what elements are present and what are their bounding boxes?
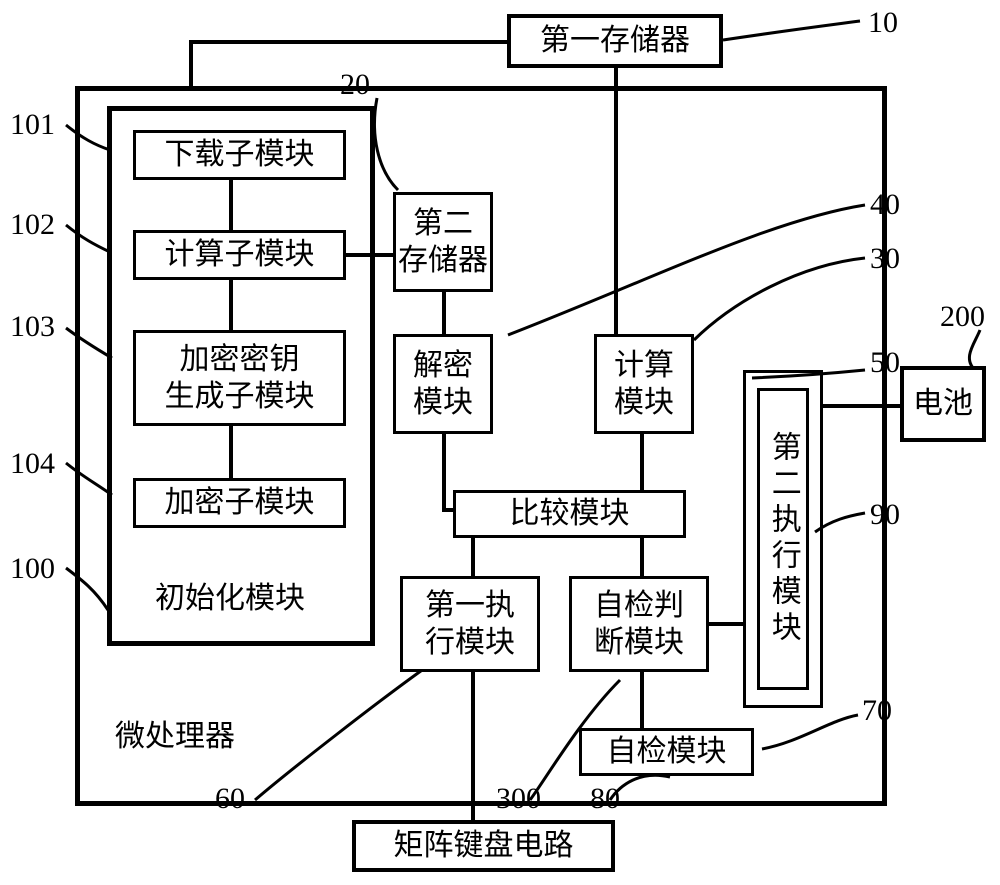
self-check-module-label: 自检模块 [607,733,727,771]
decrypt-module-label: 解密 模块 [413,347,473,422]
second-exec-module-label: 第二执行模块 [764,431,802,647]
download-submodule-box: 下载子模块 [133,130,346,180]
decrypt-module-box: 解密 模块 [393,334,493,434]
leader-line-10 [723,21,860,40]
self-check-judge-label: 自检判 断模块 [594,587,684,662]
callout-20: 20 [340,68,370,101]
calc-submodule-box: 计算子模块 [133,230,346,280]
first-exec-module-label: 第一执 行模块 [425,587,515,662]
battery-box: 电池 [900,366,986,442]
first-memory-label: 第一存储器 [540,22,690,60]
second-exec-module-box: 第二执行模块 [757,388,809,690]
microprocessor-label: 微处理器 [115,720,235,753]
calc-module-label: 计算 模块 [614,347,674,422]
second-memory-box: 第二 存储器 [393,192,493,292]
calc-module-box: 计算 模块 [594,334,694,434]
diagram-canvas: 第一存储器 下载子模块 计算子模块 加密密钥 生成子模块 加密子模块 初始化模块… [0,0,1000,885]
callout-40: 40 [870,188,900,221]
encryption-submodule-label: 加密子模块 [165,484,315,522]
callout-100: 100 [10,552,55,585]
callout-101: 101 [10,108,55,141]
callout-30: 30 [870,242,900,275]
callout-90: 90 [870,498,900,531]
callout-102: 102 [10,208,55,241]
compare-module-box: 比较模块 [453,490,686,538]
battery-label: 电池 [913,385,973,423]
callout-60: 60 [215,782,245,815]
first-exec-module-box: 第一执 行模块 [400,576,540,672]
encryption-key-submodule-label: 加密密钥 生成子模块 [165,341,315,416]
callout-300: 300 [496,782,541,815]
compare-module-label: 比较模块 [510,495,630,533]
second-memory-label: 第二 存储器 [398,205,488,280]
callout-70: 70 [862,694,892,727]
callout-104: 104 [10,447,55,480]
callout-200: 200 [940,300,985,333]
first-memory-box: 第一存储器 [507,14,723,68]
encryption-submodule-box: 加密子模块 [133,478,346,528]
callout-80: 80 [590,782,620,815]
callout-50: 50 [870,346,900,379]
download-submodule-label: 下载子模块 [165,136,315,174]
matrix-keyboard-label: 矩阵键盘电路 [394,827,574,865]
self-check-module-box: 自检模块 [579,728,754,776]
encryption-key-submodule-box: 加密密钥 生成子模块 [133,330,346,426]
callout-10: 10 [868,6,898,39]
self-check-judge-box: 自检判 断模块 [569,576,709,672]
matrix-keyboard-box: 矩阵键盘电路 [352,820,615,872]
leader-line-200 [969,330,980,370]
init-module-label: 初始化模块 [155,582,305,615]
callout-103: 103 [10,310,55,343]
calc-submodule-label: 计算子模块 [165,236,315,274]
